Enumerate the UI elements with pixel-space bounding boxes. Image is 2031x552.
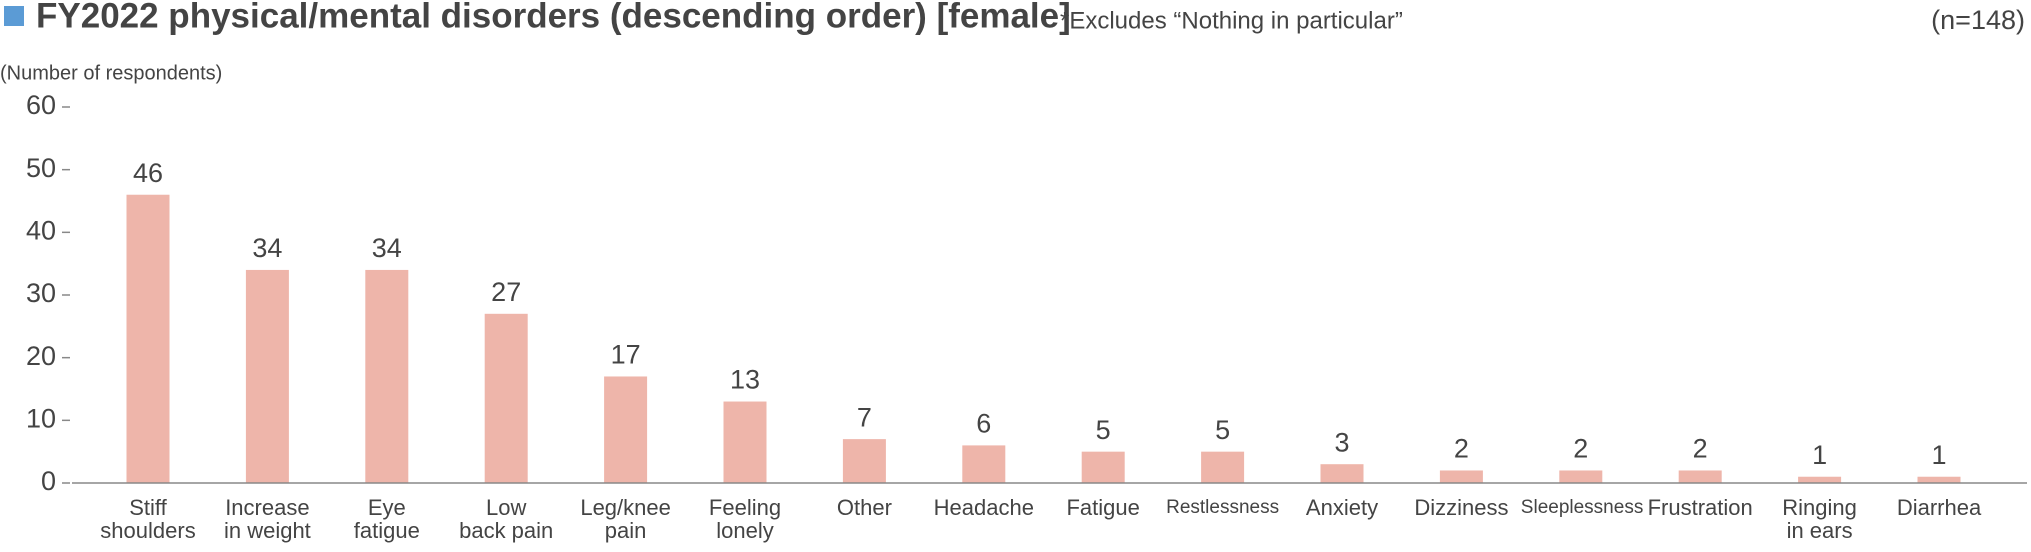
bar xyxy=(1081,451,1125,483)
x-tick-label: Frustration xyxy=(1647,495,1753,520)
y-tick-label: 10 xyxy=(26,403,56,433)
bar xyxy=(842,439,886,483)
data-label: 27 xyxy=(491,277,521,307)
x-tick-label: Feeling lonely xyxy=(708,495,782,543)
data-label: 46 xyxy=(133,158,163,188)
x-tick-label: Anxiety xyxy=(1305,495,1379,520)
x-tick-label: Leg/knee pain xyxy=(580,495,671,543)
data-label: 34 xyxy=(252,233,282,263)
chart-subtitle: *Excludes “Nothing in particular” xyxy=(1060,7,1403,34)
bar xyxy=(604,376,648,483)
bar xyxy=(126,194,170,483)
x-tick-label: Stiff shoulders xyxy=(100,495,196,543)
data-label: 13 xyxy=(730,365,760,395)
y-axis-label: (Number of respondents) xyxy=(0,62,222,84)
x-tick-label: Fatigue xyxy=(1066,495,1140,520)
bar xyxy=(245,269,289,483)
x-tick-label: Ringing in ears xyxy=(1782,495,1857,543)
bar xyxy=(1559,470,1603,483)
data-label: 2 xyxy=(1454,434,1469,464)
data-label: 7 xyxy=(857,402,872,432)
bar xyxy=(1439,470,1483,483)
title-marker xyxy=(4,6,24,26)
x-tick-label: Eye fatigue xyxy=(353,495,420,543)
bar xyxy=(1201,451,1245,483)
data-label: 1 xyxy=(1812,440,1827,470)
bar xyxy=(1798,476,1842,483)
y-tick-label: 60 xyxy=(26,90,56,120)
data-label: 1 xyxy=(1931,440,1946,470)
bar xyxy=(365,269,409,483)
bar xyxy=(1917,476,1961,483)
x-tick-label: Restlessness xyxy=(1166,497,1280,518)
data-label: 34 xyxy=(372,233,402,263)
chart-title: FY2022 physical/mental disorders (descen… xyxy=(36,0,1071,35)
bar xyxy=(484,313,528,483)
x-tick-label: Diarrhea xyxy=(1896,495,1982,520)
x-tick-label: Headache xyxy=(933,495,1034,520)
data-label: 2 xyxy=(1573,434,1588,464)
x-tick-label: Sleeplessness xyxy=(1520,497,1644,518)
y-tick-label: 50 xyxy=(26,153,56,183)
y-tick-label: 0 xyxy=(41,466,56,496)
data-label: 3 xyxy=(1334,427,1349,457)
y-tick-label: 30 xyxy=(26,278,56,308)
y-tick-label: 20 xyxy=(26,341,56,371)
x-tick-label: Other xyxy=(836,495,892,520)
data-label: 2 xyxy=(1693,434,1708,464)
sample-size: (n=148) xyxy=(1931,5,2025,35)
bar xyxy=(962,445,1006,483)
data-label: 6 xyxy=(976,409,991,439)
x-tick-label: Low back pain xyxy=(459,495,554,543)
bar xyxy=(1320,464,1364,483)
x-tick-label: Increase in weight xyxy=(223,495,311,543)
bar xyxy=(723,401,767,483)
data-label: 5 xyxy=(1096,415,1111,445)
data-label: 5 xyxy=(1215,415,1230,445)
y-tick-label: 40 xyxy=(26,215,56,245)
bar xyxy=(1678,470,1722,483)
data-label: 17 xyxy=(611,340,641,370)
x-tick-label: Dizziness xyxy=(1414,495,1509,520)
